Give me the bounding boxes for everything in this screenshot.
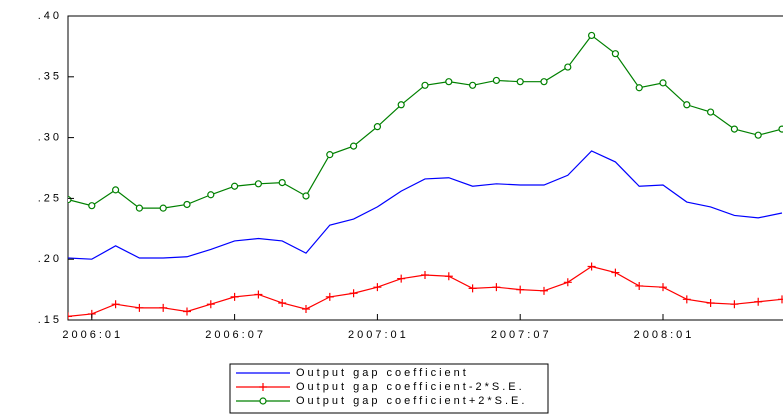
point [231, 182, 239, 190]
point [492, 76, 500, 85]
y-tick-label: .30 [38, 132, 62, 144]
point [730, 125, 739, 133]
x-tick-label: 2007:01 [348, 329, 409, 341]
point [68, 312, 72, 321]
x-tick-label: 2006:07 [205, 329, 266, 341]
point [183, 307, 191, 316]
point [635, 84, 643, 92]
point [468, 284, 477, 293]
legend-label: Output gap coefficient [296, 367, 469, 379]
y-tick-label: .15 [38, 314, 62, 326]
point [516, 78, 524, 86]
point [706, 108, 715, 116]
point [564, 63, 572, 71]
point [516, 285, 525, 294]
point [278, 298, 287, 307]
x-tick-label: 2008:01 [634, 329, 695, 341]
point [540, 78, 548, 86]
point [659, 283, 667, 292]
point [587, 31, 596, 40]
point [350, 142, 358, 150]
point [445, 78, 453, 86]
point [349, 289, 358, 298]
point [230, 292, 239, 301]
point [159, 303, 168, 312]
point [397, 101, 405, 109]
point [754, 131, 762, 139]
point [492, 283, 501, 292]
point [325, 292, 334, 301]
point [68, 196, 72, 204]
point [706, 298, 715, 307]
point [635, 281, 644, 290]
point [254, 180, 262, 188]
point [206, 300, 215, 309]
point [397, 274, 406, 283]
y-tick-label: .40 [38, 10, 62, 22]
point [611, 268, 620, 277]
point [183, 200, 191, 209]
point [540, 286, 548, 295]
point [135, 204, 143, 212]
point [730, 300, 739, 309]
point [259, 383, 267, 391]
point [302, 192, 310, 200]
point [259, 397, 267, 405]
point [444, 272, 453, 281]
point [373, 123, 381, 131]
point [683, 101, 691, 109]
legend-box [229, 363, 549, 414]
point [135, 303, 144, 312]
point [778, 295, 783, 304]
point [111, 186, 120, 194]
point [563, 278, 572, 287]
point [302, 305, 310, 314]
point [469, 81, 477, 89]
point [207, 191, 215, 199]
point [111, 300, 120, 309]
point [88, 202, 96, 210]
point [754, 297, 763, 306]
point [778, 125, 783, 133]
legend-label: Output gap coefficient+2*S.E. [296, 395, 527, 407]
point [326, 151, 334, 159]
point [682, 295, 691, 304]
point [254, 290, 263, 299]
x-tick-label: 2007:07 [491, 329, 552, 341]
legend-label: Output gap coefficient-2*S.E. [296, 381, 525, 393]
point [159, 204, 167, 212]
plot-frame [67, 15, 783, 321]
point [278, 178, 286, 187]
point [611, 50, 620, 58]
point [421, 271, 429, 280]
y-tick-label: .35 [38, 71, 62, 83]
point [587, 262, 596, 271]
point [373, 283, 382, 292]
x-tick-label: 2006:01 [62, 329, 123, 341]
y-tick-label: .20 [38, 253, 62, 265]
series-line [68, 150, 783, 260]
point [659, 79, 667, 87]
point [421, 81, 429, 89]
series-line [68, 34, 783, 209]
y-tick-label: .25 [38, 192, 62, 204]
